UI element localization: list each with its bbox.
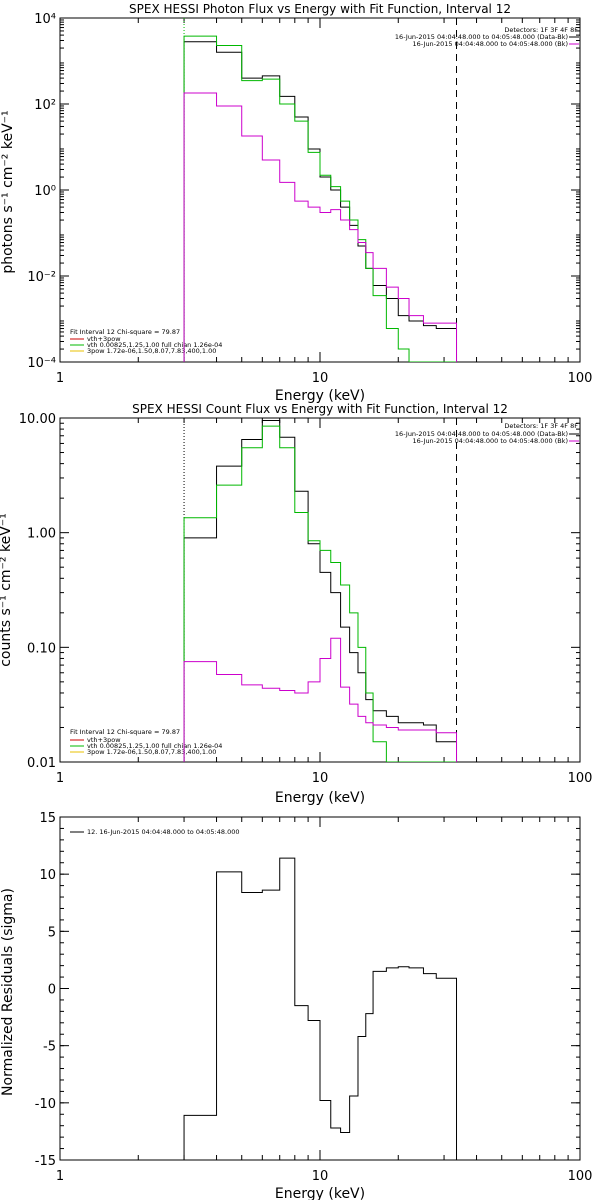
photon-flux-y-tick-label: 10⁻²	[27, 270, 56, 285]
photon-flux-series-0-line	[183, 41, 458, 362]
residuals-y-tick-label: -10	[35, 1097, 56, 1112]
count-flux-legend-entry-bk: 16-Jun-2015 04:04:48.000 to 04:05:48.000…	[413, 437, 568, 445]
photon-flux-y-tick-label: 10²	[34, 98, 56, 113]
photon-flux-legend-entry-3pow: 3pow 1.72e-06,1.50,8.07,7.83,400,1.00	[87, 347, 216, 355]
residuals-x-tick-label: 1	[56, 1169, 64, 1184]
count-flux-y-tick-label: 0.10	[27, 641, 56, 656]
photon-flux-legend-entry-data-bk: 16-Jun-2015 04:04:48.000 to 04:05:48.000…	[395, 33, 568, 41]
residuals-series-0-line	[183, 857, 458, 1160]
residuals-y-tick-label: 15	[39, 811, 56, 826]
photon-flux-panel: SPEX HESSI Photon Flux vs Energy with Fi…	[0, 2, 592, 404]
photon-flux-x-tick-label: 100	[568, 371, 593, 386]
photon-flux-series-1-line	[183, 35, 457, 362]
residuals-x-tick-label: 100	[568, 1169, 593, 1184]
residuals-y-tick-label: 5	[48, 925, 56, 940]
count-flux-y-label: counts s⁻¹ cm⁻² keV⁻¹	[0, 513, 14, 667]
photon-flux-y-label: photons s⁻¹ cm⁻² keV⁻¹	[0, 110, 16, 273]
photon-flux-y-tick-label: 10⁴	[34, 12, 56, 27]
count-flux-legend-header: Detectors: 1F 3F 4F 8F	[504, 422, 578, 430]
photon-flux-y-tick-label: 10⁻⁴	[27, 356, 56, 371]
count-flux-series-2-line	[183, 637, 458, 762]
residuals-panel: Energy (keV) Normalized Residuals (sigma…	[0, 811, 592, 1200]
residuals-x-label: Energy (keV)	[275, 1186, 365, 1200]
count-flux-y-tick-label: 0.01	[27, 756, 56, 771]
photon-flux-legend-header: Detectors: 1F 3F 4F 8F	[504, 26, 578, 34]
count-flux-legend-bottom: Fit Interval 12 Chi-square = 79.87 vth+3…	[70, 728, 222, 756]
photon-flux-legend-top: Detectors: 1F 3F 4F 8F 16-Jun-2015 04:04…	[395, 26, 579, 48]
residuals-plot-frame	[59, 816, 581, 1161]
photon-flux-plot-frame	[59, 17, 581, 363]
photon-flux-x-tick-label: 1	[56, 371, 64, 386]
photon-flux-x-label: Energy (keV)	[275, 388, 365, 404]
count-flux-x-tick-label: 10	[312, 771, 329, 786]
count-flux-series-0-line	[183, 420, 458, 762]
photon-flux-title: SPEX HESSI Photon Flux vs Energy with Fi…	[129, 2, 511, 16]
count-flux-legend-entry-data-bk: 16-Jun-2015 04:04:48.000 to 04:05:48.000…	[395, 430, 568, 438]
residuals-legend-entry: 12. 16-Jun-2015 04:04:48.000 to 04:05:48…	[87, 828, 239, 836]
residuals-y-tick-label: 10	[39, 868, 56, 883]
count-flux-plot-frame	[59, 417, 581, 763]
count-flux-title: SPEX HESSI Count Flux vs Energy with Fit…	[132, 402, 508, 416]
count-flux-x-tick-label: 100	[568, 771, 593, 786]
photon-flux-x-tick-label: 10	[312, 371, 329, 386]
count-flux-x-tick-label: 1	[56, 771, 64, 786]
residuals-y-tick-label: -15	[35, 1154, 56, 1169]
count-flux-legend-top: Detectors: 1F 3F 4F 8F 16-Jun-2015 04:04…	[395, 422, 579, 445]
count-flux-legend-entry-3pow: 3pow 1.72e-06,1.50,8.07,7.83,400,1.00	[87, 748, 216, 756]
photon-flux-legend-entry-bk: 16-Jun-2015 04:04:48.000 to 04:05:48.000…	[413, 40, 568, 48]
count-flux-series-1-line	[183, 425, 457, 762]
count-flux-legend-entry-vth: vth 0.00825,1.25,1.00 full chian 1.26e-0…	[87, 742, 222, 750]
count-flux-fit-header: Fit Interval 12 Chi-square = 79.87	[70, 728, 180, 736]
count-flux-y-tick-label: 10.00	[19, 412, 56, 427]
photon-flux-legend-bottom: Fit Interval 12 Chi-square = 79.87 vth+3…	[70, 328, 222, 355]
photon-flux-series-2-line	[183, 92, 458, 362]
residuals-x-tick-label: 10	[312, 1169, 329, 1184]
photon-flux-legend-entry-vth3pow: vth+3pow	[87, 335, 121, 343]
residuals-y-tick-label: -5	[43, 1040, 56, 1055]
count-flux-y-tick-label: 1.00	[27, 527, 56, 542]
photon-flux-fit-header: Fit Interval 12 Chi-square = 79.87	[70, 328, 180, 336]
residuals-y-label: Normalized Residuals (sigma)	[0, 888, 16, 1096]
residuals-legend: 12. 16-Jun-2015 04:04:48.000 to 04:05:48…	[70, 828, 239, 836]
count-flux-x-label: Energy (keV)	[275, 790, 365, 806]
count-flux-panel: SPEX HESSI Count Flux vs Energy with Fit…	[0, 402, 592, 806]
count-flux-legend-entry-vth3pow: vth+3pow	[87, 736, 121, 744]
residuals-y-tick-label: 0	[48, 983, 56, 998]
photon-flux-y-tick-label: 10⁰	[34, 184, 56, 199]
photon-flux-legend-entry-vth: vth 0.00825,1.25,1.00 full chian 1.26e-0…	[87, 341, 222, 349]
